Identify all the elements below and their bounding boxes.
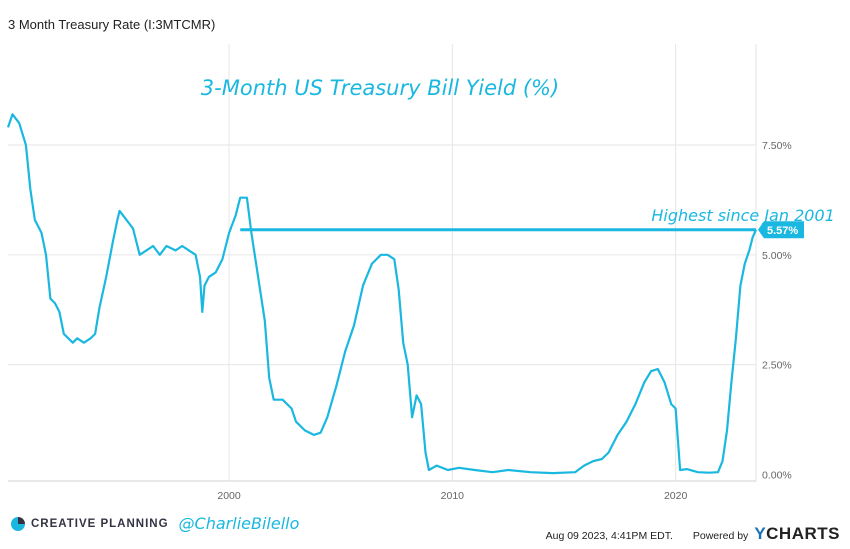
chart-title: 3-Month US Treasury Bill Yield (%) [201, 76, 559, 100]
y-tick-label: 2.50% [762, 360, 792, 372]
grid-layer: 0.00% 2.50% 5.00% 7.50% 2000 2010 2020 [8, 44, 792, 502]
footer-left: CREATIVE PLANNING @CharlieBilello [10, 514, 299, 533]
author-handle: @CharlieBilello [178, 514, 300, 533]
y-tick-label: 5.00% [762, 250, 792, 262]
annotation-text: Highest since Jan 2001 [651, 206, 834, 225]
current-value-badge-shape [758, 221, 804, 239]
line-layer [6, 113, 758, 475]
timestamp: Aug 09 2023, 4:41PM EDT. [545, 530, 673, 542]
current-value-badge: 5.57% [758, 221, 804, 239]
y-tick-label: 7.50% [762, 140, 792, 152]
current-value-label: 5.57% [767, 225, 798, 237]
y-tick-label: 0.00% [762, 469, 792, 481]
ycharts-logo-y: Y [754, 524, 767, 543]
x-tick-label: 2020 [664, 490, 688, 502]
brand-logo: CREATIVE PLANNING [10, 516, 169, 532]
creative-planning-logo-icon [11, 516, 25, 531]
x-tick-label: 2010 [441, 490, 465, 502]
powered-by-label: Powered by [692, 530, 749, 542]
ycharts-logo-text: CHARTS [766, 524, 840, 543]
series-line [6, 113, 758, 475]
ycharts-logo[interactable]: YCHARTS [754, 524, 840, 544]
x-tick-label: 2000 [217, 490, 241, 502]
footer-right: Aug 09 2023, 4:41PM EDT. Powered by YCHA… [545, 524, 840, 546]
brand-name: CREATIVE PLANNING [31, 517, 169, 530]
page-title: 3 Month Treasury Rate (I:3MTCMR) [8, 17, 216, 32]
